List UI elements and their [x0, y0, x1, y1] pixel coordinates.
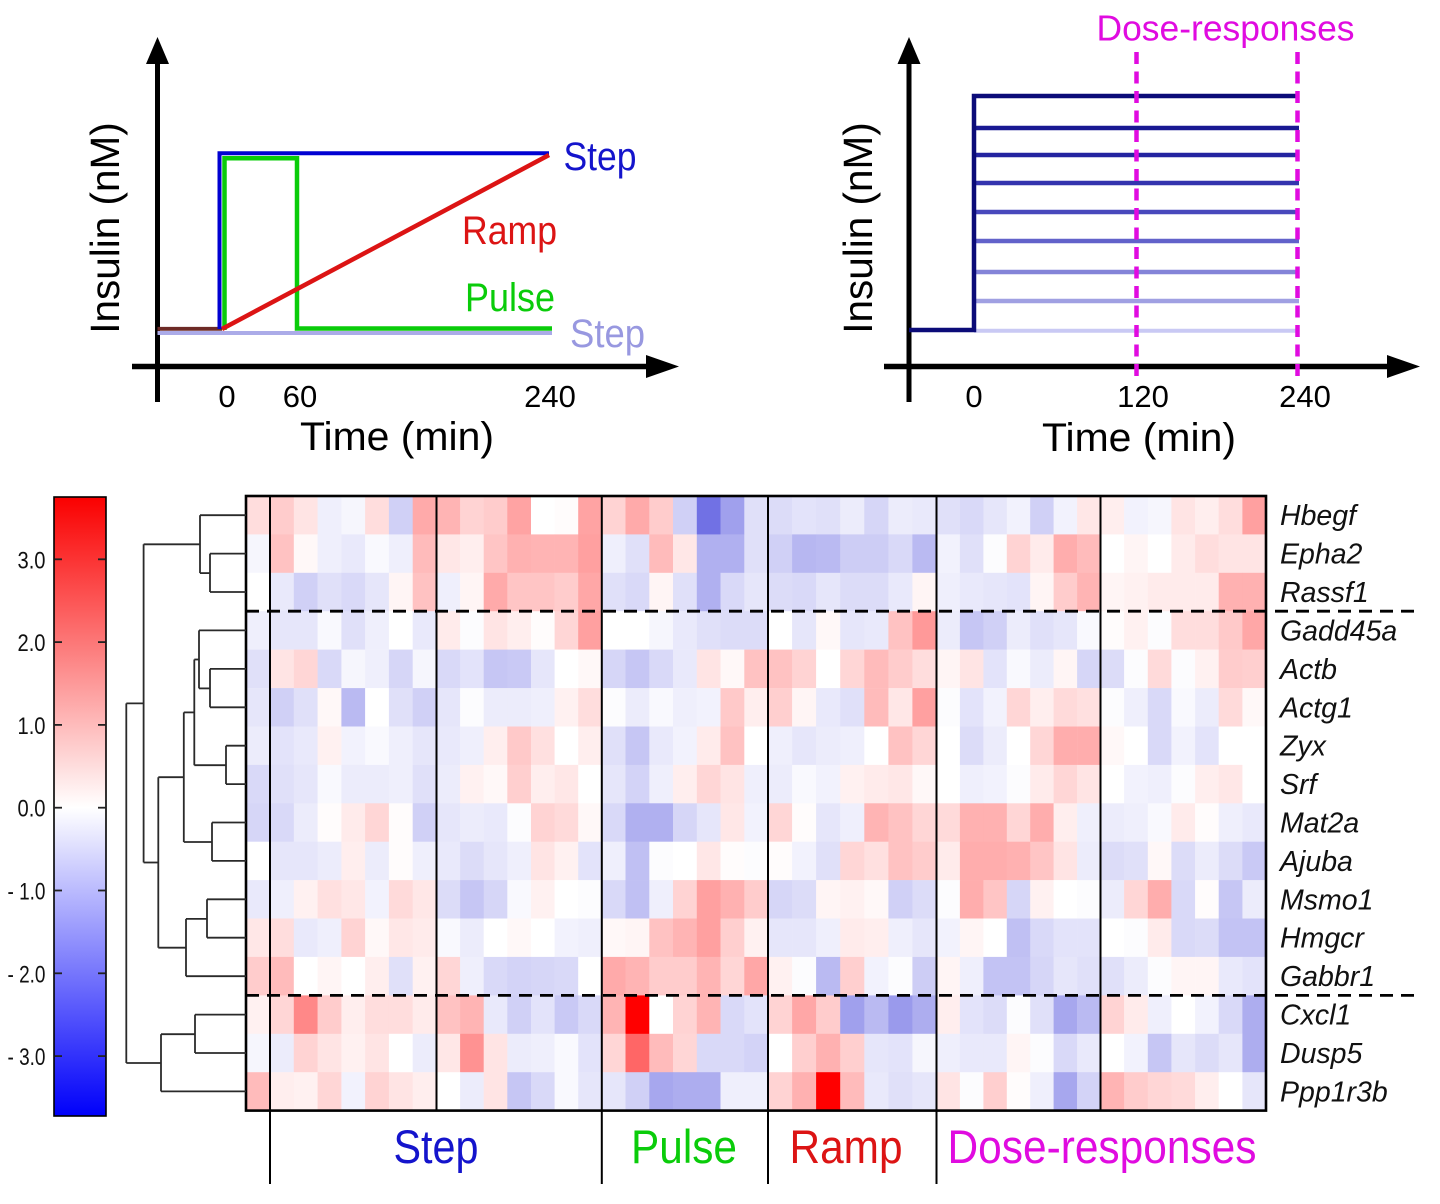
svg-text:Rassf1: Rassf1 [1280, 577, 1369, 609]
svg-text:60: 60 [283, 379, 317, 414]
svg-text:Hmgcr: Hmgcr [1280, 923, 1365, 955]
svg-text:Ramp: Ramp [790, 1120, 903, 1173]
svg-text:Zyx: Zyx [1279, 731, 1328, 763]
svg-text:Step: Step [394, 1120, 479, 1173]
svg-text:Ramp: Ramp [462, 209, 557, 253]
svg-text:0.0: 0.0 [18, 796, 46, 823]
svg-text:Actb: Actb [1278, 654, 1337, 686]
svg-text:0: 0 [965, 379, 982, 414]
svg-text:Insulin (nM): Insulin (nM) [835, 122, 881, 334]
svg-text:Pulse: Pulse [631, 1120, 737, 1173]
svg-text:Ppp1r3b: Ppp1r3b [1280, 1076, 1388, 1108]
svg-text:0: 0 [218, 379, 235, 414]
svg-text:Actg1: Actg1 [1278, 692, 1353, 724]
svg-text:Pulse: Pulse [465, 276, 555, 320]
svg-text:Step: Step [564, 135, 637, 179]
svg-text:240: 240 [1279, 379, 1331, 414]
svg-text:120: 120 [1117, 379, 1169, 414]
svg-text:1.0: 1.0 [18, 713, 46, 740]
svg-text:Time (min): Time (min) [1042, 416, 1236, 460]
svg-text:Step: Step [570, 312, 645, 356]
svg-text:3.0: 3.0 [18, 547, 46, 574]
svg-text:- 1.0: - 1.0 [8, 879, 46, 906]
svg-text:240: 240 [524, 379, 576, 414]
svg-text:Msmo1: Msmo1 [1280, 884, 1373, 916]
svg-text:Dose-responses: Dose-responses [948, 1120, 1257, 1173]
svg-text:Gabbr1: Gabbr1 [1280, 961, 1375, 993]
svg-text:Ajuba: Ajuba [1278, 846, 1353, 878]
svg-text:Cxcl1: Cxcl1 [1280, 1000, 1351, 1032]
svg-text:Gadd45a: Gadd45a [1280, 615, 1397, 647]
svg-text:Dose-responses: Dose-responses [1097, 8, 1355, 49]
svg-text:Dusp5: Dusp5 [1280, 1038, 1363, 1070]
svg-text:Insulin (nM): Insulin (nM) [82, 122, 128, 334]
svg-text:2.0: 2.0 [18, 630, 46, 657]
svg-text:Time (min): Time (min) [300, 415, 494, 459]
svg-text:Srf: Srf [1280, 769, 1320, 801]
svg-text:Hbegf: Hbegf [1280, 500, 1359, 532]
svg-text:- 3.0: - 3.0 [8, 1044, 46, 1071]
svg-text:- 2.0: - 2.0 [8, 961, 46, 988]
svg-text:Mat2a: Mat2a [1280, 808, 1359, 840]
svg-text:Epha2: Epha2 [1280, 539, 1363, 571]
